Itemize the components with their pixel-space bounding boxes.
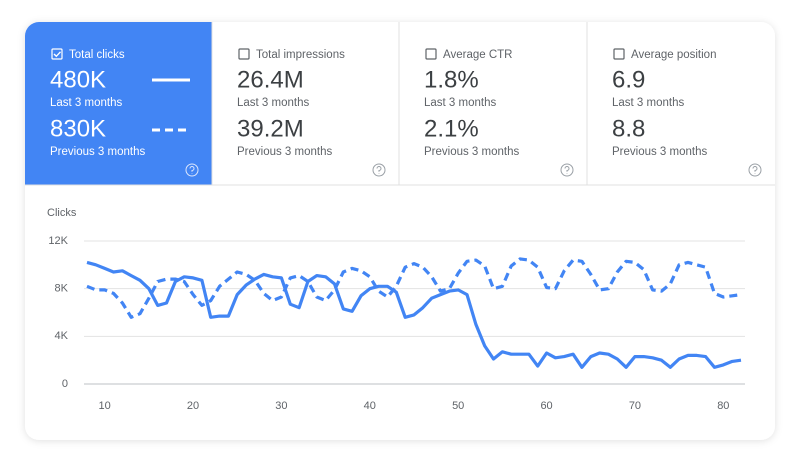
y-axis-label: Clicks [47,207,77,219]
help-icon-mark [752,166,758,174]
metric-value: 26.4M [237,66,304,93]
metric-previous-value: 39.2M [237,115,304,142]
metric-label: Total impressions [256,49,345,61]
help-icon [185,163,199,177]
metric-value: 1.8% [424,66,479,93]
metric-label: Average CTR [443,49,512,61]
help-icon [748,163,762,177]
metric-previous-value: 830K [50,115,106,142]
x-tick-label: 70 [629,400,641,412]
x-tick-label: 20 [187,400,199,412]
line-series-current [86,260,742,369]
help-icon-mark [564,166,570,174]
checkmark [53,51,62,58]
y-tick-label: 8K [55,283,69,295]
metric-previous-period: Previous 3 months [612,146,707,158]
metric-previous-value: 2.1% [424,115,479,142]
x-tick-label: 60 [540,400,552,412]
metric-value: 6.9 [612,66,645,93]
y-tick-label: 4K [55,330,69,342]
card-background [25,22,212,185]
x-tick-label: 40 [364,400,376,412]
line-series-previous [86,257,742,319]
checkbox [613,48,625,60]
metric-value: 480K [50,66,106,93]
metric-previous-value: 8.8 [612,115,645,142]
metric-previous-period: Previous 3 months [237,146,332,158]
help-icon-mark [376,166,382,174]
metric-previous-period: Previous 3 months [424,146,519,158]
x-tick-label: 10 [99,400,111,412]
metric-card[interactable]: Average CTR 1.8% Last 3 months 2.1% Previous… [398,22,574,185]
metric-period: Last 3 months [50,97,122,109]
help-icon [372,163,386,177]
y-tick-label: 0 [62,378,68,390]
checkbox [238,48,250,60]
x-tick-label: 80 [717,400,729,412]
metric-card[interactable]: Total clicks 480K Last 3 months 830K Previou… [25,22,212,185]
help-icon [560,163,574,177]
y-tick-label: 12K [48,235,68,247]
x-tick-label: 30 [275,400,287,412]
metric-period: Last 3 months [612,97,684,109]
x-tick-label: 50 [452,400,464,412]
help-icon-mark [189,166,195,174]
metric-label: Total clicks [69,49,125,61]
metric-period: Last 3 months [424,97,496,109]
metric-label: Average position [631,49,716,61]
checkbox [425,48,437,60]
metric-card[interactable]: Total impressions 26.4M Last 3 months 39.2M… [211,22,386,185]
metric-card[interactable]: Average position 6.9 Last 3 months 8.8 Previ… [586,22,762,185]
metric-previous-period: Previous 3 months [50,146,145,158]
metric-period: Last 3 months [237,97,309,109]
checkbox [51,48,63,60]
